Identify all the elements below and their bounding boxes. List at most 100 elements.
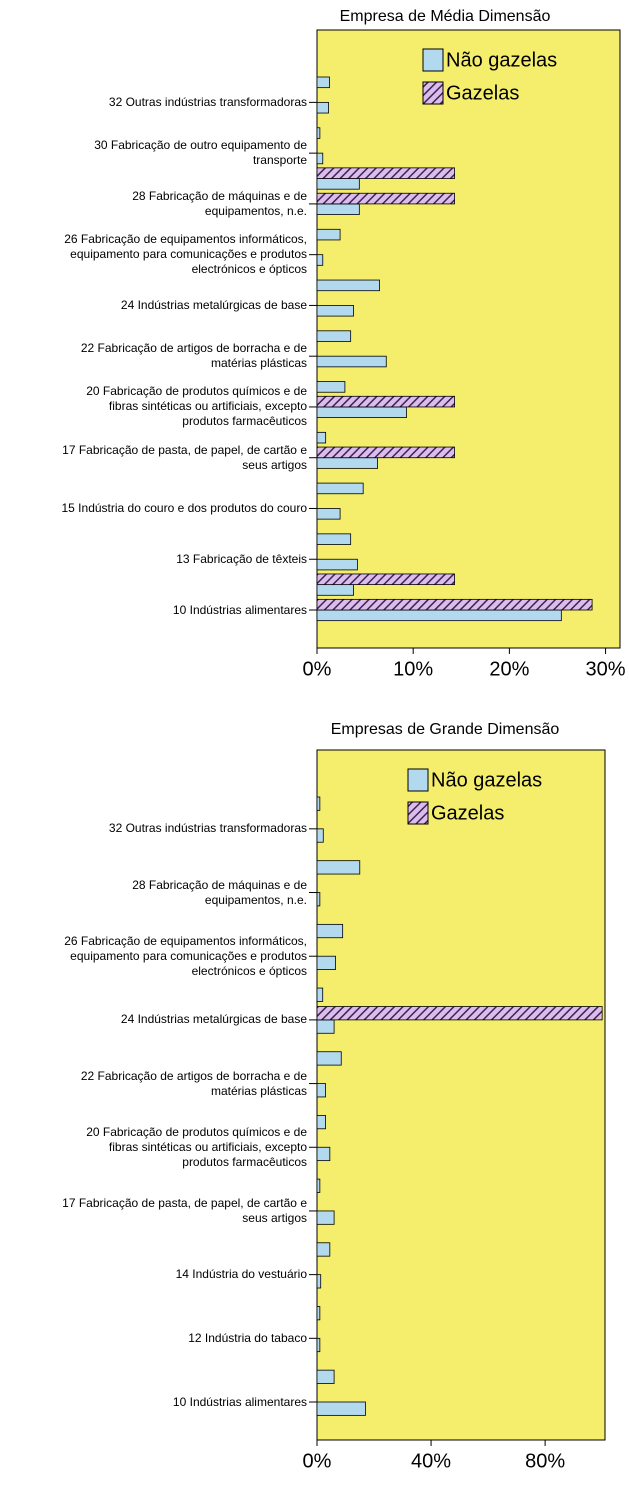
bar [316, 101, 329, 114]
bar [316, 609, 562, 622]
bar [316, 796, 321, 811]
plot-area [316, 29, 621, 649]
bar [316, 355, 387, 368]
bar [316, 1146, 331, 1162]
y-tick-label-box: 13 Fabricação de têxteis [176, 551, 307, 566]
y-tick-label: 10 Indústrias alimentares [172, 602, 307, 617]
legend-swatch [422, 48, 444, 72]
y-tick-label: 28 Fabricação de máquinas e de equipamen… [132, 877, 307, 907]
y-tick-label-box: 20 Fabricação de produtos químicos e de … [86, 1125, 307, 1169]
bar [316, 1006, 603, 1021]
y-tick-label-box: 17 Fabricação de pasta, de papel, de car… [62, 442, 307, 472]
bar [316, 892, 321, 907]
bar [316, 446, 455, 459]
x-tick-label: 80% [525, 1450, 565, 1472]
bar [316, 228, 341, 241]
bar [316, 127, 321, 139]
y-tick-label: 12 Indústria do tabaco [188, 1330, 307, 1345]
bar [316, 1337, 321, 1353]
bar [316, 1306, 321, 1321]
bar [316, 533, 352, 545]
bar [316, 1242, 331, 1257]
bar [316, 1369, 335, 1384]
bar [316, 573, 455, 586]
y-tick-label-box: 22 Fabricação de artigos de borracha e d… [80, 1068, 307, 1098]
y-tick-label: 10 Indústrias alimentares [172, 1394, 307, 1409]
y-tick-label: 22 Fabricação de artigos de borracha e d… [80, 1068, 307, 1098]
y-tick-label-box: 32 Outras indústrias transformadoras [108, 94, 307, 109]
y-tick-label-box: 22 Fabricação de artigos de borracha e d… [80, 341, 307, 371]
x-tick-label: 40% [411, 1450, 451, 1472]
y-tick-label: 24 Indústrias metalúrgicas de base [120, 297, 307, 312]
bar [316, 395, 455, 408]
y-tick-label-box: 26 Fabricação de equipamentos informátic… [64, 933, 307, 978]
y-tick-label-box: 10 Indústrias alimentares [172, 1394, 307, 1409]
bar [316, 923, 344, 939]
y-tick-label: 24 Indústrias metalúrgicas de base [120, 1012, 307, 1027]
y-tick-label-box: 20 Fabricação de produtos químicos e de … [86, 384, 307, 429]
bar [316, 167, 455, 179]
y-tick-label: 22 Fabricação de artigos de borracha e d… [80, 341, 307, 371]
chart-title: Empresa de Média Dimensão [340, 8, 551, 25]
bar [316, 330, 352, 342]
bar [316, 828, 324, 843]
bar [316, 178, 360, 190]
y-tick-label-box: 12 Indústria do tabaco [188, 1330, 307, 1345]
legend-label: Não gazelas [446, 49, 557, 71]
bar [316, 1019, 335, 1034]
y-tick-label-box: 26 Fabricação de equipamentos informátic… [64, 232, 307, 276]
y-tick-label: 32 Outras indústrias transformadoras [108, 821, 307, 836]
bar [316, 76, 330, 89]
legend-swatch [407, 768, 429, 792]
bar [316, 1083, 326, 1098]
y-tick-label: 20 Fabricação de produtos químicos e de … [86, 384, 307, 429]
y-tick-label-box: 10 Indústrias alimentares [172, 602, 307, 617]
y-tick-label-box: 14 Indústria do vestuário [175, 1267, 307, 1282]
y-tick-label: 13 Fabricação de têxteis [176, 551, 307, 566]
bar [316, 254, 324, 266]
legend-swatch [407, 801, 429, 825]
bar [316, 152, 324, 165]
y-tick-label: 17 Fabricação de pasta, de papel, de car… [62, 1195, 307, 1225]
y-tick-label: 15 Indústria do couro e dos produtos do … [61, 500, 308, 515]
bar [316, 482, 364, 495]
bar [316, 381, 346, 393]
x-tick-label: 20% [489, 658, 529, 680]
bar [316, 860, 361, 875]
bar [316, 584, 354, 596]
y-tick-label-box: 30 Fabricação de outro equipamento de tr… [94, 138, 307, 167]
bar [316, 203, 360, 215]
chart-title: Empresas de Grande Dimensão [331, 721, 560, 738]
y-tick-label: 32 Outras indústrias transformadoras [108, 94, 307, 109]
x-tick-label: 10% [393, 658, 433, 680]
y-tick-label-box: 15 Indústria do couro e dos produtos do … [61, 500, 308, 515]
legend-label: Não gazelas [431, 769, 542, 791]
bar [316, 1274, 322, 1289]
bar [316, 431, 327, 444]
y-tick-label: 28 Fabricação de máquinas e de equipamen… [132, 188, 307, 218]
plot-area [316, 749, 606, 1441]
y-tick-label: 14 Indústria do vestuário [175, 1267, 307, 1282]
y-tick-label-box: 28 Fabricação de máquinas e de equipamen… [132, 877, 307, 907]
bar [316, 1051, 342, 1066]
bar [316, 1115, 326, 1130]
bar [316, 305, 354, 317]
y-tick-label-box: 24 Indústrias metalúrgicas de base [120, 1012, 307, 1027]
y-tick-label-box: 28 Fabricação de máquinas e de equipamen… [132, 188, 307, 218]
legend-label: Gazelas [431, 802, 504, 824]
bar [316, 1210, 335, 1225]
x-tick-label: 0% [303, 658, 332, 680]
legend-label: Gazelas [446, 82, 519, 104]
bar [316, 598, 593, 611]
bar [316, 279, 380, 292]
bar [316, 406, 407, 419]
bar [316, 508, 341, 520]
y-tick-label: 17 Fabricação de pasta, de papel, de car… [62, 442, 307, 472]
bar [316, 987, 324, 1002]
x-tick-label: 30% [586, 658, 626, 680]
x-tick-label: 0% [303, 1450, 332, 1472]
bar [316, 558, 358, 571]
y-tick-label: 26 Fabricação de equipamentos informátic… [64, 933, 307, 978]
bar [316, 192, 455, 205]
